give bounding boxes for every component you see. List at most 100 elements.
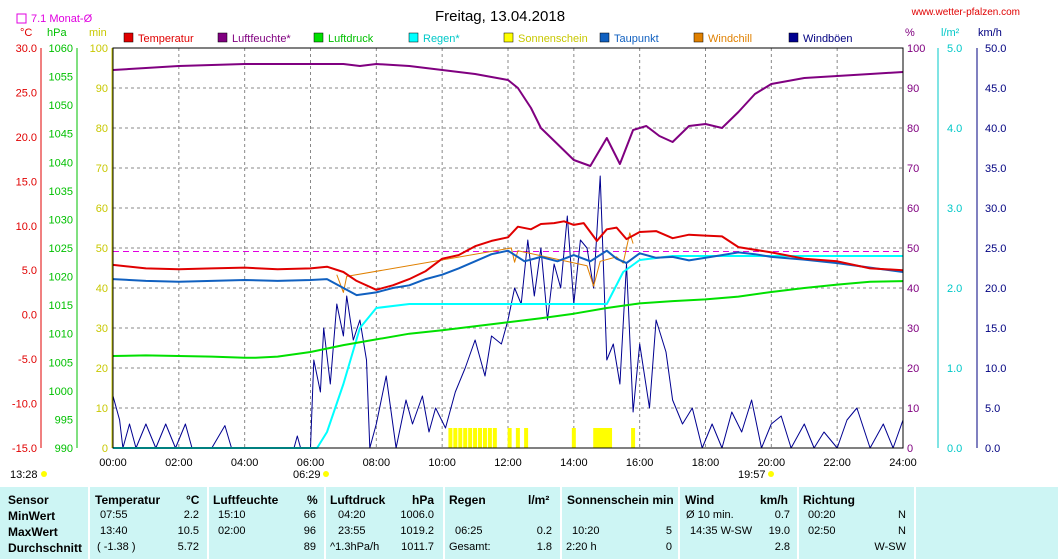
minutes-tick-label: 0 bbox=[102, 443, 108, 455]
rain-total-label: Gesamt: bbox=[449, 541, 491, 553]
sun-max-time: 10:20 bbox=[572, 525, 600, 537]
legend-swatch bbox=[217, 32, 228, 43]
header-regen: Regen bbox=[449, 493, 486, 507]
header-wind-unit: km/h bbox=[760, 493, 789, 507]
wind-avg10-label: Ø 10 min. bbox=[686, 509, 734, 521]
minutes-tick-label: 100 bbox=[90, 43, 108, 55]
sunshine-bar bbox=[463, 428, 468, 448]
website-label: www.wetter-pfalzen.com bbox=[911, 7, 1020, 18]
press-max-value: 1019.2 bbox=[400, 525, 434, 537]
series-line-windböen bbox=[112, 175, 904, 449]
plot-frame bbox=[112, 47, 904, 449]
x-tick-label: 02:00 bbox=[165, 457, 193, 469]
sunset-icon bbox=[768, 471, 774, 477]
dir-max-value: N bbox=[898, 525, 906, 537]
legend-swatch bbox=[313, 32, 324, 43]
daylength-label: 13:28 bbox=[10, 469, 38, 481]
pressure-tick-label: 1020 bbox=[49, 272, 73, 284]
table-divider bbox=[88, 487, 90, 559]
humidity-tick-label: 30 bbox=[907, 323, 919, 335]
sunshine-bar bbox=[524, 428, 529, 448]
x-tick-label: 08:00 bbox=[363, 457, 391, 469]
pressure-tick-label: 1010 bbox=[49, 329, 73, 341]
wind-avg10-value: 0.7 bbox=[774, 509, 790, 521]
wind-tick-label: 40.0 bbox=[985, 123, 1006, 135]
header-sensor: Sensor bbox=[8, 493, 49, 507]
humidity-tick-label: 0 bbox=[907, 443, 913, 455]
sunshine-bar bbox=[593, 428, 598, 448]
temp-avg-value: 5.72 bbox=[177, 541, 199, 553]
header-rain-unit: l/m² bbox=[528, 493, 550, 507]
weather-chart: 30.0 25.0 20.0 15.0 10.0 5.0 0.0 -5.0 -10.0 -15.0… bbox=[10, 7, 1020, 481]
rain-tick-label: 5.0 bbox=[947, 43, 962, 55]
header-richtung: Richtung bbox=[803, 493, 855, 507]
series-line-taupunkt bbox=[112, 249, 904, 297]
temp-tick-label: 25.0 bbox=[16, 87, 37, 99]
wind-tick-label: 45.0 bbox=[985, 83, 1006, 95]
temp-tick-label: 0.0 bbox=[22, 310, 37, 322]
rain-max-time: 06:25 bbox=[455, 525, 483, 537]
wind-tick-label: 30.0 bbox=[985, 203, 1006, 215]
rain-tick-label: 0.0 bbox=[947, 443, 962, 455]
sunshine-bar bbox=[448, 428, 453, 448]
sunshine-bar bbox=[608, 428, 613, 448]
dir-min-value: N bbox=[898, 509, 906, 521]
hum-avg-value: 89 bbox=[303, 541, 316, 553]
table-divider bbox=[914, 487, 916, 559]
header-luftfeuchte: Luftfeuchte bbox=[213, 493, 279, 507]
minutes-tick-label: 40 bbox=[96, 283, 108, 295]
pressure-tick-label: 1050 bbox=[49, 100, 73, 112]
minutes-tick-label: 80 bbox=[96, 123, 108, 135]
header-press-unit: hPa bbox=[412, 493, 435, 507]
temp-min-value: 2.2 bbox=[183, 509, 199, 521]
wind-tick-label: 15.0 bbox=[985, 323, 1006, 335]
wind-tick-label: 10.0 bbox=[985, 363, 1006, 375]
legend-label: Regen* bbox=[423, 33, 460, 45]
minutes-tick-label: 90 bbox=[96, 83, 108, 95]
press-min-value: 1006.0 bbox=[400, 509, 434, 521]
legend-label: Windböen bbox=[803, 33, 853, 45]
temp-tick-label: 5.0 bbox=[22, 265, 37, 277]
sunshine-bar bbox=[515, 428, 520, 448]
sun-total-hours: 2:20 h bbox=[566, 541, 597, 553]
pressure-tick-label: 1035 bbox=[49, 186, 73, 198]
humidity-tick-label: 60 bbox=[907, 203, 919, 215]
table-divider bbox=[443, 487, 445, 559]
sunrise-label: 06:29 bbox=[293, 469, 321, 481]
sunshine-bar bbox=[603, 428, 608, 448]
humidity-tick-label: 40 bbox=[907, 283, 919, 295]
sunshine-bar bbox=[468, 428, 473, 448]
series-line-temperatur bbox=[112, 220, 904, 291]
legend-label: Taupunkt bbox=[614, 33, 659, 45]
series-line-windchill bbox=[336, 232, 634, 293]
header-temperatur: Temperatur bbox=[95, 493, 161, 507]
header-sonnenschein: Sonnenschein min bbox=[567, 493, 674, 507]
minutes-tick-label: 70 bbox=[96, 163, 108, 175]
header-temp-unit: °C bbox=[186, 493, 200, 507]
sunshine-bar bbox=[453, 428, 458, 448]
rain-max-value: 0.2 bbox=[536, 525, 552, 537]
humidity-tick-label: 100 bbox=[907, 43, 925, 55]
hum-max-value: 96 bbox=[303, 525, 316, 537]
legend-label: Luftfeuchte* bbox=[232, 33, 291, 45]
press-max-time: 23:55 bbox=[338, 525, 366, 537]
sunset-label: 19:57 bbox=[738, 469, 766, 481]
header-luftdruck: Luftdruck bbox=[330, 493, 386, 507]
temp-min-time: 07:55 bbox=[100, 509, 128, 521]
legend: Temperatur Luftfeuchte* Luftdruck Regen* Son… bbox=[123, 32, 853, 45]
wind-tick-label: 0.0 bbox=[985, 443, 1000, 455]
table-divider bbox=[797, 487, 799, 559]
rain-tick-label: 2.0 bbox=[947, 283, 962, 295]
x-tick-label: 16:00 bbox=[626, 457, 654, 469]
hum-min-value: 66 bbox=[303, 509, 316, 521]
minutes-tick-label: 30 bbox=[96, 323, 108, 335]
rain-tick-label: 4.0 bbox=[947, 123, 962, 135]
x-tick-label: 18:00 bbox=[692, 457, 720, 469]
x-tick-label: 22:00 bbox=[823, 457, 851, 469]
temp-tick-label: -15.0 bbox=[12, 443, 37, 455]
minutes-tick-label: 60 bbox=[96, 203, 108, 215]
humidity-tick-label: 50 bbox=[907, 243, 919, 255]
wind-max-value: 19.0 bbox=[768, 525, 790, 537]
monthly-avg-label: 7.1 Monat-Ø bbox=[31, 13, 93, 25]
sunshine-bar bbox=[599, 428, 604, 448]
